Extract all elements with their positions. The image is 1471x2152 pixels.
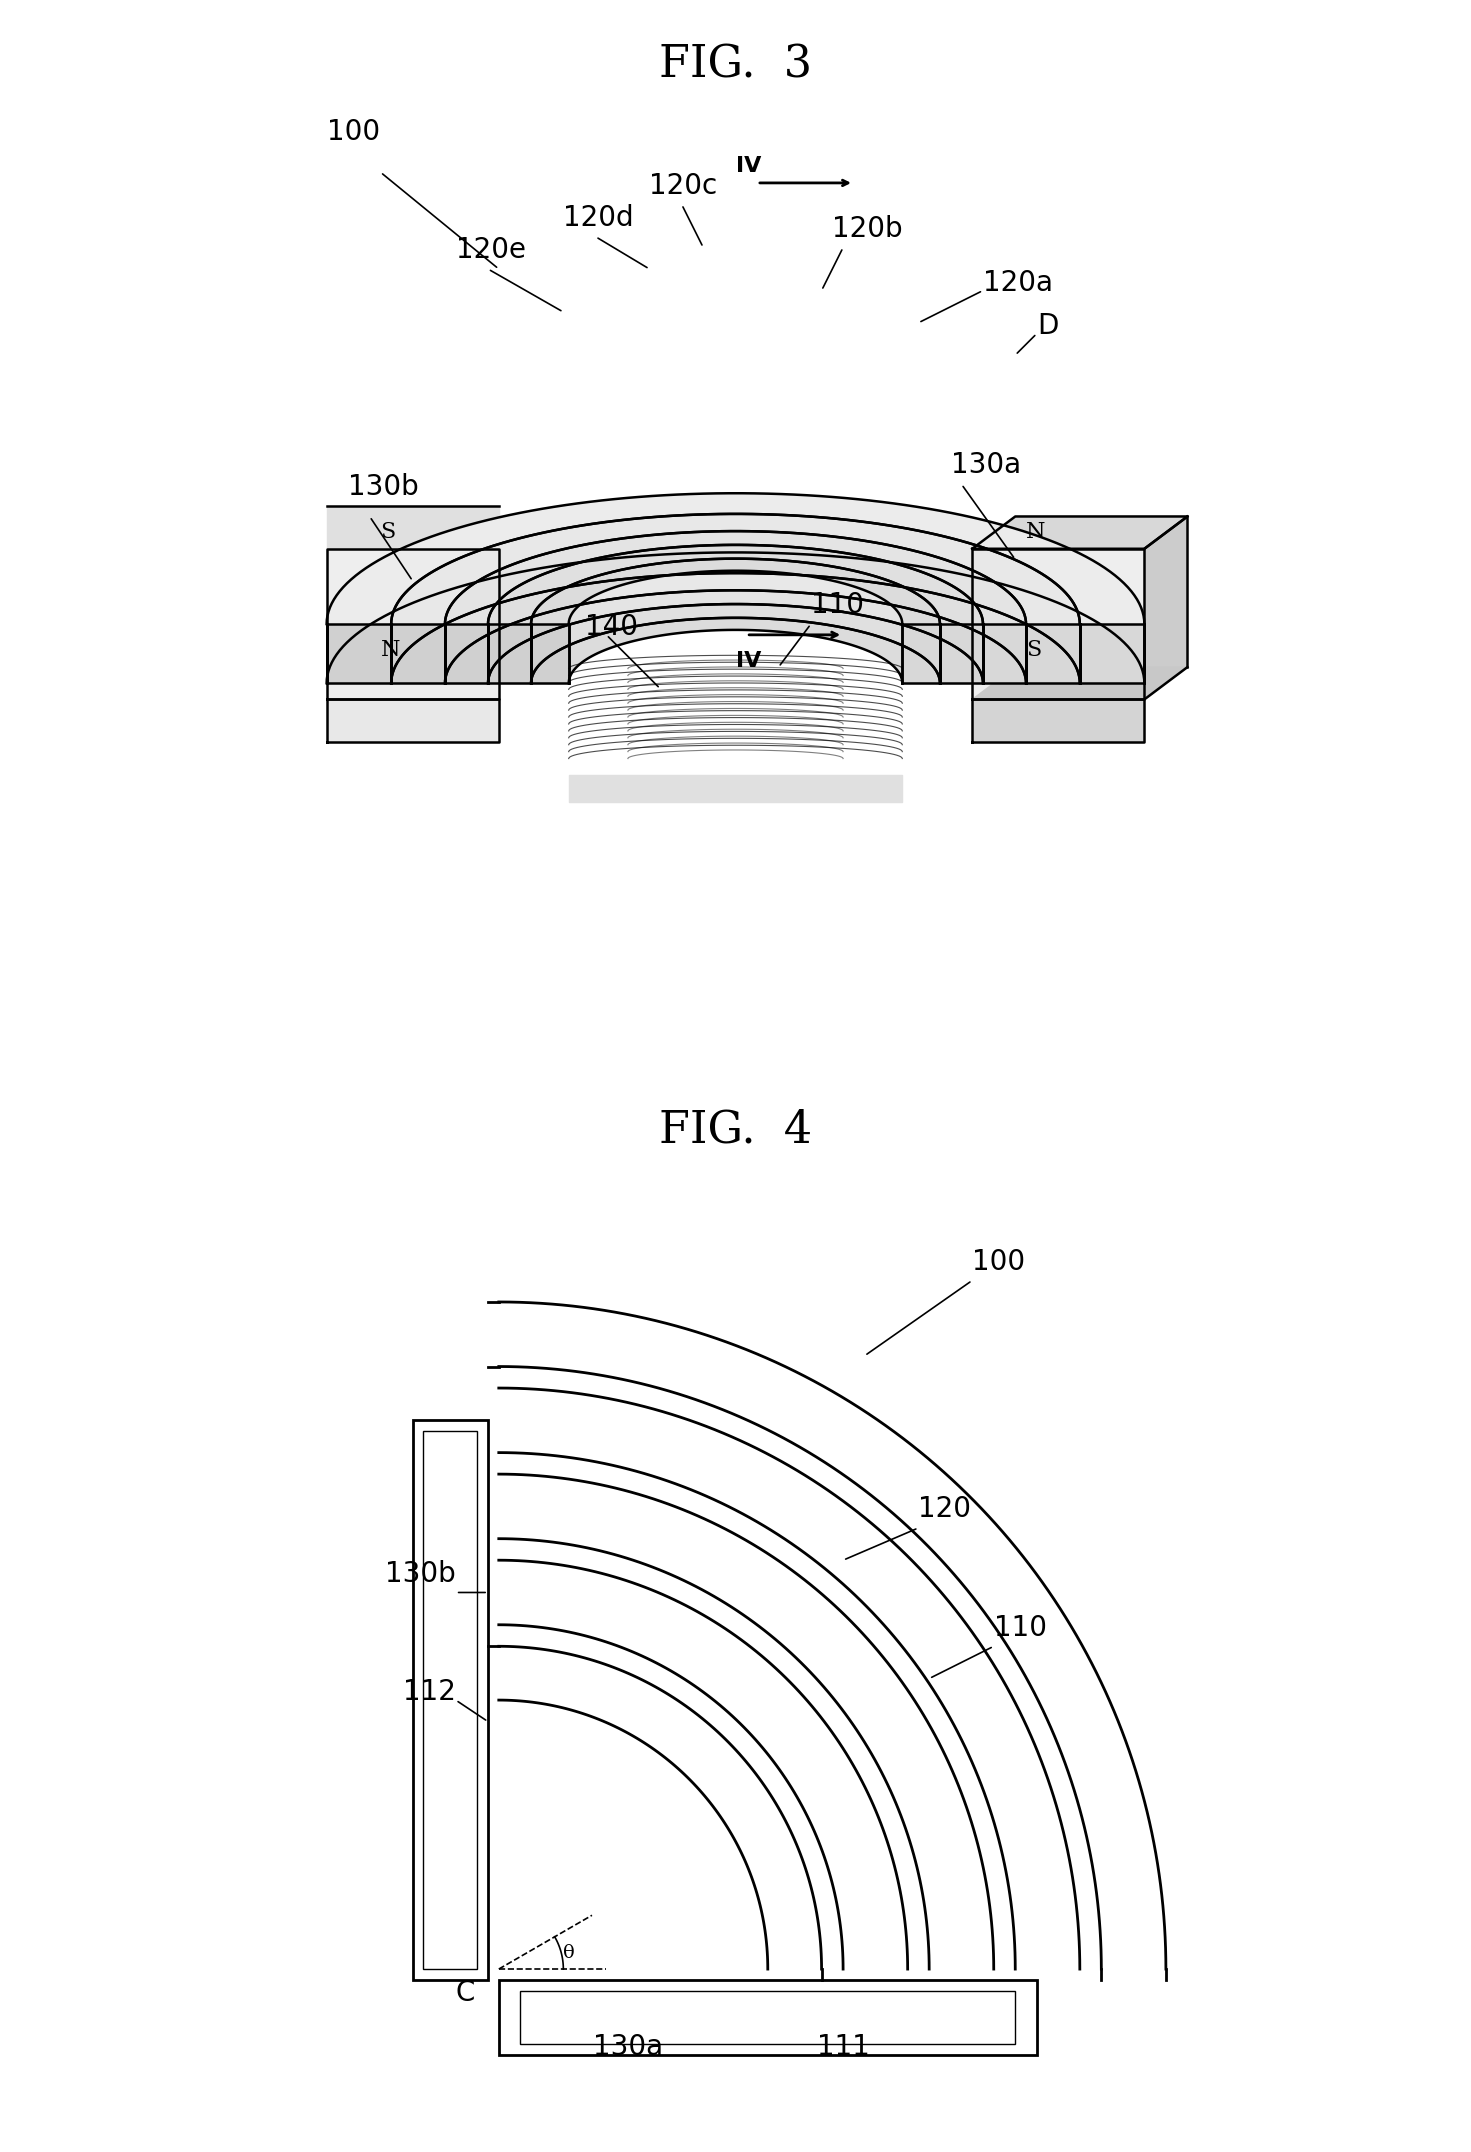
Text: N: N xyxy=(381,639,400,661)
Polygon shape xyxy=(940,624,983,684)
Polygon shape xyxy=(972,516,1187,549)
Polygon shape xyxy=(391,572,1080,684)
Polygon shape xyxy=(972,549,1144,699)
Text: S: S xyxy=(381,521,396,542)
Text: N: N xyxy=(1025,521,1046,542)
Text: 100: 100 xyxy=(327,118,380,146)
Text: 120a: 120a xyxy=(983,269,1053,297)
Text: 112: 112 xyxy=(403,1679,456,1707)
Polygon shape xyxy=(1025,624,1080,684)
Text: 100: 100 xyxy=(972,1248,1025,1276)
Bar xyxy=(499,1980,1037,2055)
Polygon shape xyxy=(327,493,1144,624)
Polygon shape xyxy=(446,590,1025,684)
Polygon shape xyxy=(327,624,391,684)
Polygon shape xyxy=(972,667,1187,699)
Polygon shape xyxy=(1080,624,1144,684)
Polygon shape xyxy=(499,1646,822,1969)
Text: S: S xyxy=(1025,639,1041,661)
Text: 120e: 120e xyxy=(456,237,525,265)
Text: FIG.  4: FIG. 4 xyxy=(659,1108,812,1151)
Polygon shape xyxy=(488,605,983,684)
Text: FIG.  3: FIG. 3 xyxy=(659,43,812,86)
Polygon shape xyxy=(446,532,1025,624)
Text: IV: IV xyxy=(736,652,761,671)
Text: 110: 110 xyxy=(994,1614,1047,1642)
Bar xyxy=(413,1420,488,1980)
Bar xyxy=(424,1431,477,1969)
Polygon shape xyxy=(1144,516,1187,699)
Bar xyxy=(521,1991,1015,2044)
Polygon shape xyxy=(327,553,1144,684)
Text: IV: IV xyxy=(736,157,761,176)
Polygon shape xyxy=(488,544,983,624)
Text: 120c: 120c xyxy=(649,172,718,200)
Polygon shape xyxy=(488,624,531,684)
Text: 120d: 120d xyxy=(563,204,634,232)
Polygon shape xyxy=(391,624,446,684)
Text: 130b: 130b xyxy=(349,473,419,501)
Polygon shape xyxy=(499,1388,1080,1969)
Polygon shape xyxy=(327,506,499,549)
Text: 130b: 130b xyxy=(385,1560,456,1588)
Polygon shape xyxy=(499,1302,1167,1969)
Polygon shape xyxy=(446,624,488,684)
Polygon shape xyxy=(531,624,569,684)
Polygon shape xyxy=(327,699,499,742)
Text: D: D xyxy=(1037,312,1058,340)
Polygon shape xyxy=(327,549,499,699)
Polygon shape xyxy=(499,1560,908,1969)
Text: 111: 111 xyxy=(816,2034,869,2062)
Text: C: C xyxy=(456,1980,475,2008)
Text: 140: 140 xyxy=(585,613,638,641)
Polygon shape xyxy=(531,560,940,624)
Text: θ: θ xyxy=(563,1943,575,1963)
Polygon shape xyxy=(499,1474,994,1969)
Text: 130a: 130a xyxy=(593,2034,663,2062)
Polygon shape xyxy=(972,699,1144,742)
Text: 130a: 130a xyxy=(950,452,1021,480)
Text: 120b: 120b xyxy=(833,215,903,243)
Polygon shape xyxy=(391,514,1080,624)
Polygon shape xyxy=(983,624,1025,684)
Text: 120: 120 xyxy=(918,1496,971,1524)
Polygon shape xyxy=(902,624,940,684)
Polygon shape xyxy=(531,618,940,684)
Text: 110: 110 xyxy=(811,592,863,620)
